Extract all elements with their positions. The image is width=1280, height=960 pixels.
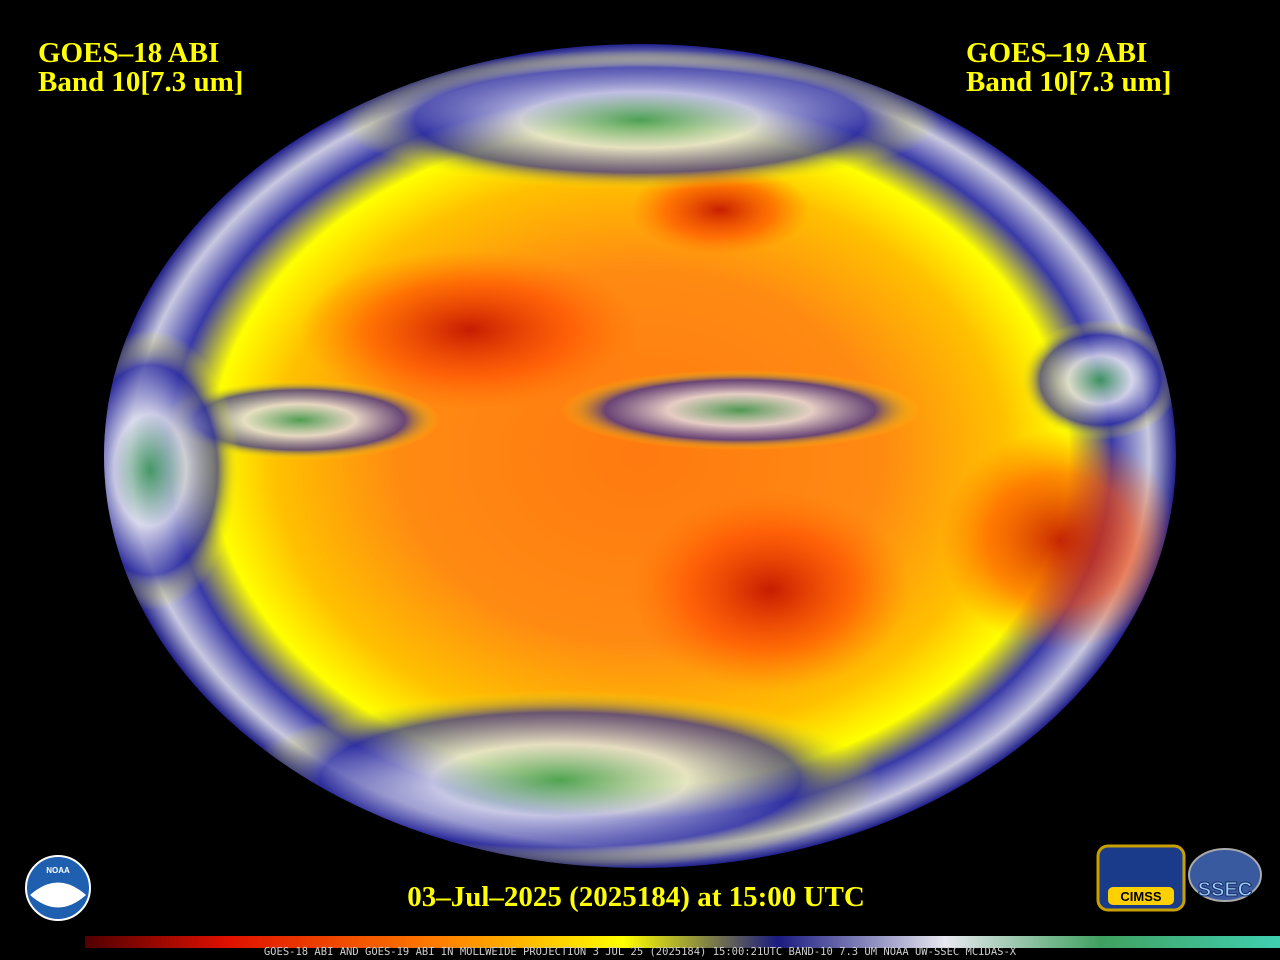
- left-satellite: GOES–18 ABI: [38, 37, 219, 69]
- cimss-logo: CIMSS: [1096, 844, 1186, 912]
- right-band: Band 10[7.3 um]: [966, 66, 1171, 98]
- earth-disk: [104, 44, 1176, 868]
- cloud-band: [340, 50, 940, 190]
- ssec-text: SSEC: [1198, 879, 1252, 901]
- ssec-logo: SSEC: [1188, 848, 1262, 902]
- color-bar: [85, 936, 1280, 948]
- footer: GOES-18 ABI AND GOES-19 ABI IN MOLLWEIDE…: [264, 946, 1017, 958]
- noaa-gull: [30, 882, 86, 908]
- cimss-text: CIMSS: [1120, 889, 1162, 904]
- timestamp: 03–Jul–2025 (2025184) at 15:00 UTC: [407, 881, 865, 913]
- dry-region: [940, 430, 1176, 650]
- dry-region: [630, 490, 910, 690]
- noaa-logo: NOAA: [25, 855, 91, 921]
- cimss-banner: [1108, 887, 1174, 905]
- cloud-band: [560, 370, 920, 450]
- right-satellite: GOES–19 ABI: [966, 37, 1147, 69]
- noaa-text: NOAA: [46, 866, 70, 875]
- left-band: Band 10[7.3 um]: [38, 66, 243, 98]
- weather-features: [104, 50, 1176, 868]
- cloud-band: [1020, 320, 1176, 440]
- dry-region: [300, 250, 640, 410]
- ssec-globe: [1188, 848, 1262, 902]
